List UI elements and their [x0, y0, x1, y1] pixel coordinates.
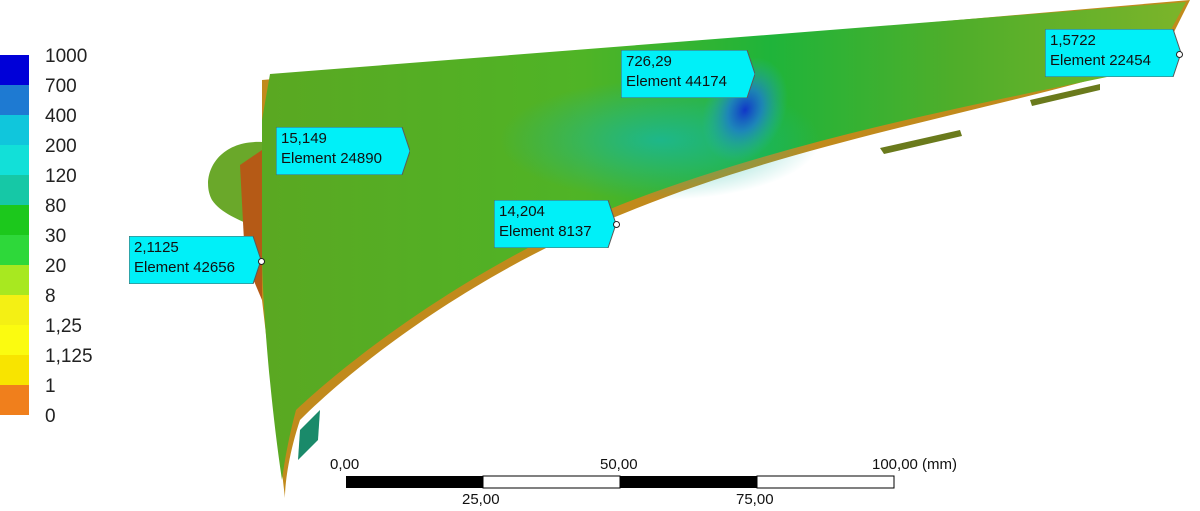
- probe-element: Element 8137: [499, 223, 592, 240]
- probe-label[interactable]: 726,29 Element 44174: [621, 50, 755, 98]
- legend-swatch: [0, 85, 29, 115]
- model-edge-patch: [1030, 84, 1100, 106]
- legend-label: 1000: [45, 46, 88, 67]
- legend-swatch: [0, 295, 29, 325]
- probe-marker: [613, 221, 620, 228]
- legend-swatch: [0, 145, 29, 175]
- probe-marker: [258, 258, 265, 265]
- legend-swatch: [0, 265, 29, 295]
- legend-label: 700: [45, 76, 77, 97]
- legend-label: 200: [45, 136, 77, 157]
- probe-value: 15,149: [281, 130, 327, 147]
- legend-swatch: [0, 385, 29, 415]
- probe-label[interactable]: 15,149 Element 24890: [276, 127, 410, 175]
- legend-swatch: [0, 325, 29, 355]
- probe-label[interactable]: 1,5722 Element 22454: [1045, 29, 1181, 77]
- probe-label[interactable]: 14,204 Element 8137: [494, 200, 616, 248]
- legend-swatch: [0, 355, 29, 385]
- probe-value: 14,204: [499, 203, 545, 220]
- legend-label: 120: [45, 166, 77, 187]
- probe-value: 726,29: [626, 53, 672, 70]
- probe-element: Element 44174: [626, 73, 727, 90]
- probe-value: 1,5722: [1050, 32, 1096, 49]
- probe-element: Element 42656: [134, 259, 235, 276]
- legend-label: 8: [45, 286, 56, 307]
- legend-label: 1: [45, 376, 56, 397]
- legend-swatch: [0, 175, 29, 205]
- legend-label: 1,25: [45, 316, 82, 337]
- legend-label: 20: [45, 256, 67, 277]
- probe-element: Element 24890: [281, 150, 382, 167]
- legend-label: 0: [45, 406, 56, 427]
- legend-swatch: [0, 55, 29, 85]
- model-edge-patch: [298, 410, 320, 460]
- model-body: [262, 2, 1186, 480]
- legend-swatch: [0, 205, 29, 235]
- probe-element: Element 22454: [1050, 52, 1151, 69]
- legend-label: 1,125: [45, 346, 93, 367]
- probe-marker: [1176, 51, 1183, 58]
- legend-label: 80: [45, 196, 67, 217]
- legend-label: 400: [45, 106, 77, 127]
- legend-swatch: [0, 115, 29, 145]
- probe-value: 2,1125: [134, 239, 179, 256]
- legend-swatch: [0, 235, 29, 265]
- legend-label: 30: [45, 226, 67, 247]
- probe-label[interactable]: 2,1125 Element 42656: [129, 236, 261, 284]
- model-edge-patch: [880, 130, 962, 154]
